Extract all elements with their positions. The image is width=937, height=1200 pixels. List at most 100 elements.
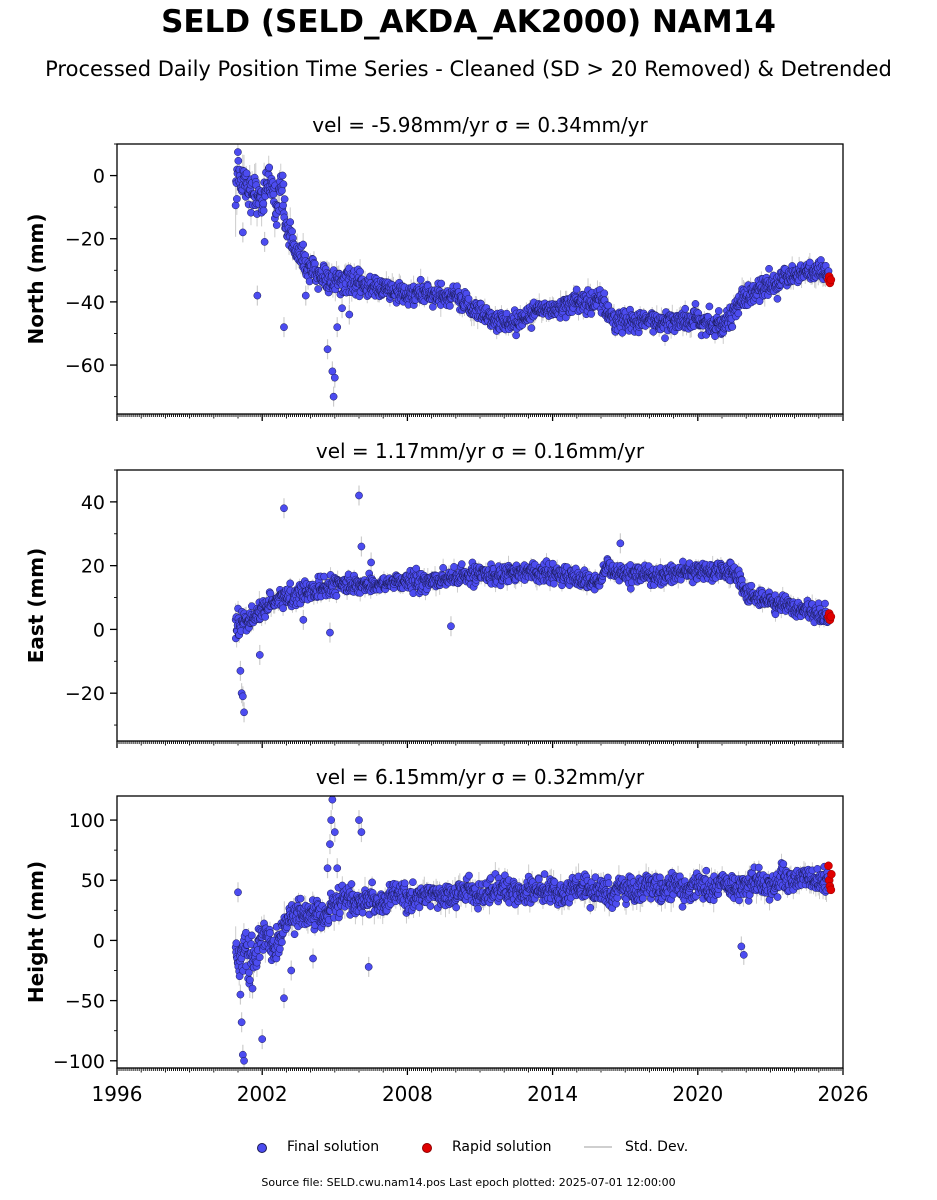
final-point: [550, 579, 558, 588]
final-point: [691, 300, 700, 308]
final-point: [259, 199, 268, 208]
outlier-point: [280, 323, 288, 332]
y-axis-east: 40 20 0 −20: [65, 469, 117, 726]
plot-frame-east: [116, 469, 844, 742]
final-point: [314, 285, 323, 293]
page-subtitle: Processed Daily Position Time Series - C…: [45, 57, 892, 81]
final-point: [332, 592, 341, 600]
y-axis-label-east: East (mm): [24, 548, 48, 664]
rapid-point: [826, 612, 836, 621]
std-dev-bars-height: [235, 796, 829, 1068]
data-layer-east: [231, 485, 836, 723]
final-point: [242, 169, 251, 178]
final-point: [679, 557, 687, 566]
final-point: [527, 324, 536, 332]
rapid-points-north: [824, 272, 836, 288]
final-point: [279, 180, 288, 189]
final-point: [278, 171, 287, 180]
outlier-point: [236, 667, 245, 675]
final-point: [512, 331, 520, 340]
outlier-point: [326, 628, 334, 637]
final-point: [232, 195, 241, 203]
outlier-point: [330, 373, 339, 382]
final-points-east: [231, 491, 833, 717]
outlier-point: [255, 651, 264, 659]
final-point: [747, 581, 756, 590]
plot-frame-north: [116, 143, 844, 415]
final-point: [439, 564, 448, 572]
y-tick-label: −40: [65, 292, 105, 314]
final-point: [626, 584, 635, 593]
std-dev-bars-east: [235, 485, 829, 723]
final-point: [234, 156, 243, 165]
outlier-point: [238, 692, 247, 701]
outlier-point: [345, 310, 354, 319]
y-tick-label: −20: [65, 229, 105, 251]
final-point: [821, 599, 829, 608]
final-point: [728, 322, 737, 331]
y-tick-label: −20: [65, 683, 105, 705]
outlier-point: [301, 291, 310, 300]
outlier-point: [329, 392, 338, 401]
final-point: [272, 221, 281, 229]
final-point: [587, 310, 596, 318]
panel-title-east: vel = 1.17mm/yr σ = 0.16mm/yr: [316, 439, 645, 463]
final-point: [773, 294, 782, 303]
final-point: [446, 302, 454, 310]
final-point: [234, 148, 242, 156]
final-point: [280, 195, 289, 203]
final-point: [286, 579, 295, 588]
final-point: [437, 279, 446, 288]
final-point: [714, 307, 723, 315]
final-point: [265, 163, 274, 172]
y-axis-north: 0 −20 −40 −60: [65, 143, 117, 398]
outlier-point: [447, 622, 455, 631]
final-point: [681, 304, 690, 313]
final-point: [450, 563, 458, 571]
chart-figure: 0 −20 −40 −60 North (mm) vel = -5.98mm/yr σ =…: [24, 113, 868, 1106]
outlier-point: [355, 491, 363, 500]
outlier-point: [260, 238, 269, 246]
final-point: [320, 572, 328, 581]
final-point: [705, 302, 714, 311]
final-point: [278, 186, 286, 195]
panel-north: 0 −20 −40 −60 North (mm) vel = -5.98mm/yr σ =…: [24, 113, 844, 421]
final-points-north: [231, 148, 833, 401]
final-point: [231, 201, 240, 210]
outlier-point: [240, 708, 248, 717]
final-point: [755, 297, 764, 306]
final-point: [805, 258, 814, 267]
outlier-point: [616, 539, 625, 548]
outlier-point: [253, 291, 262, 300]
final-point: [261, 613, 270, 621]
y-tick-label: 40: [81, 492, 105, 514]
final-point: [765, 264, 773, 273]
final-point: [572, 285, 581, 294]
final-point: [288, 227, 296, 236]
y-tick-label: 0: [93, 166, 105, 188]
y-tick-label: −60: [65, 355, 105, 377]
outlier-point: [280, 504, 288, 513]
outlier-point: [338, 304, 346, 313]
outlier-point: [367, 558, 375, 567]
final-point: [279, 201, 287, 210]
y-tick-label: 0: [93, 619, 105, 641]
y-tick-label: 20: [81, 556, 105, 578]
outlier-point: [333, 323, 342, 332]
outlier-point: [323, 345, 332, 354]
outlier-point: [357, 542, 366, 551]
final-point: [299, 240, 307, 249]
final-point: [600, 289, 609, 298]
final-point: [286, 218, 295, 226]
final-point: [279, 604, 287, 613]
final-point: [661, 334, 669, 343]
data-layer-height: [231, 796, 836, 1068]
data-layer-north: [231, 144, 836, 407]
final-point: [734, 309, 743, 318]
outlier-point: [299, 615, 308, 624]
panel-title-north: vel = -5.98mm/yr σ = 0.34mm/yr: [312, 113, 648, 137]
page-title: SELD (SELD_AKDA_AK2000) NAM14: [161, 4, 776, 40]
final-point: [259, 206, 268, 215]
final-point: [356, 267, 364, 276]
